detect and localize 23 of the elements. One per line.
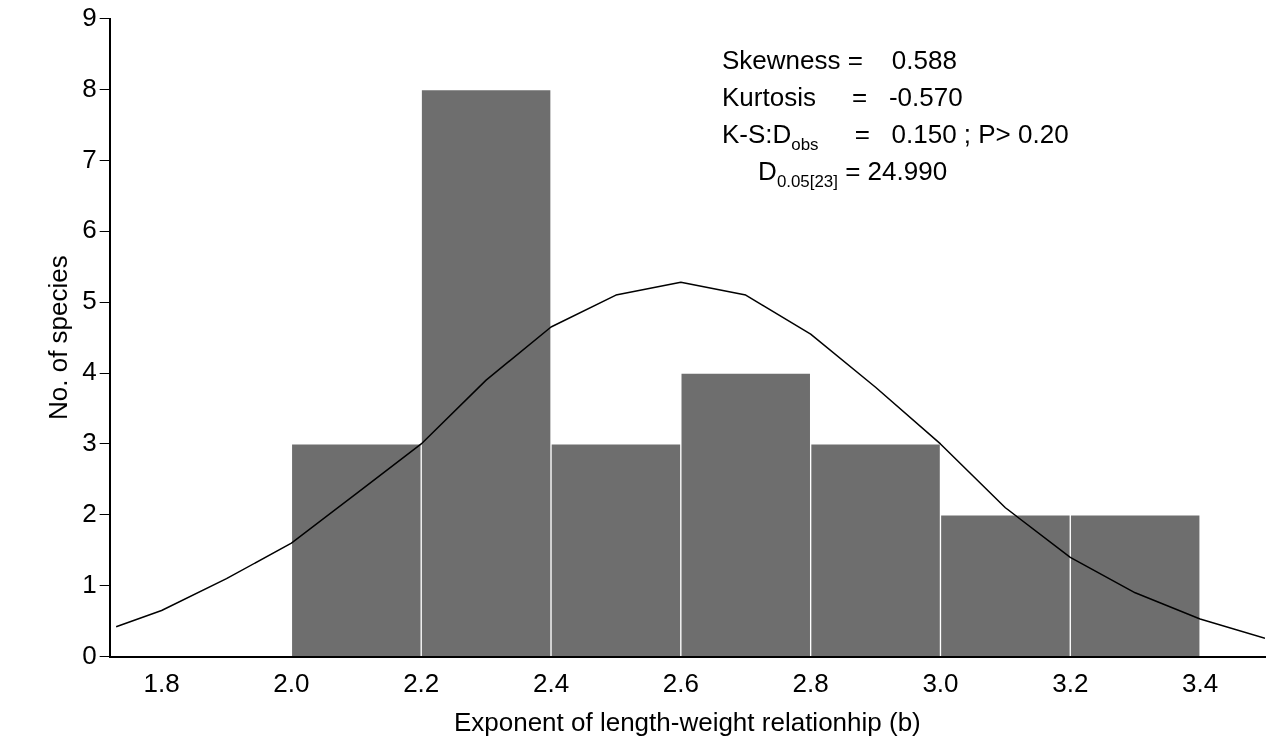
y-tick-label: 8 [82, 72, 97, 103]
x-tick-label: 1.8 [143, 668, 180, 699]
y-tick-label: 7 [82, 143, 97, 174]
x-axis-title: Exponent of length-weight relationhip (b) [453, 706, 921, 737]
y-tick-label: 6 [82, 214, 97, 245]
x-tick-label: 2.8 [792, 668, 829, 699]
y-tick-label: 9 [82, 1, 97, 32]
annotation: Skewness = 0.588 [721, 44, 957, 75]
x-tick-label: 3.0 [922, 668, 959, 699]
x-tick-label: 2.4 [532, 668, 570, 699]
y-tick-label: 1 [82, 568, 97, 599]
x-tick-label: 3.4 [1182, 668, 1219, 699]
y-tick-label: 5 [82, 285, 97, 316]
x-tick-label: 2.6 [662, 668, 699, 699]
x-tick-label: 2.0 [273, 668, 310, 699]
y-axis-title: No. of species [42, 255, 73, 420]
annotation: Kurtosis = -0.570 [721, 81, 963, 112]
x-tick-label: 2.2 [403, 668, 440, 699]
y-tick-label: 3 [82, 427, 97, 458]
y-tick-label: 0 [82, 639, 97, 670]
x-tick-label: 3.2 [1052, 668, 1089, 699]
y-tick-label: 4 [82, 356, 97, 387]
y-tick-label: 2 [82, 497, 97, 528]
